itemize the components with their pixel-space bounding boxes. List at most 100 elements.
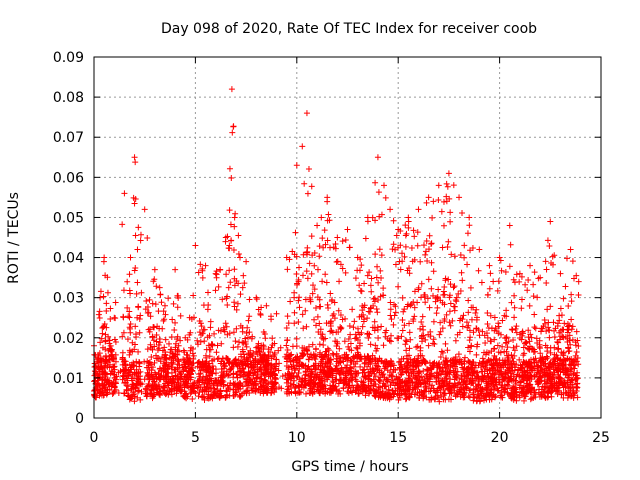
data-point [537,374,544,381]
data-point [260,370,267,377]
data-point [172,319,179,326]
data-point [109,356,116,363]
data-point [543,280,550,287]
data-point [204,306,211,313]
data-point [489,394,496,401]
data-point-peak [486,262,493,269]
data-point [518,296,525,303]
data-point [470,329,477,336]
data-point [543,371,550,378]
data-point [249,333,256,340]
data-point [165,379,172,386]
data-point [164,373,171,380]
data-point [451,303,458,310]
data-point-peak [374,154,381,161]
data-point [388,316,395,323]
data-point [513,329,520,336]
data-point-peak [415,206,422,213]
data-point [351,318,358,325]
data-point [180,367,187,374]
data-point [119,221,126,228]
data-point-peak [405,214,412,221]
data-point [411,313,418,320]
data-point [422,299,429,306]
data-point [428,396,435,403]
data-point [524,287,531,294]
data-point [468,343,475,350]
data-point [390,391,397,398]
data-point [310,351,317,358]
data-point [399,250,406,257]
data-point [562,357,569,364]
data-point-peak [228,86,235,93]
data-point [96,350,103,357]
data-point [309,282,316,289]
data-point-peak [111,314,118,321]
data-point [316,390,323,397]
x-tick-label: 5 [191,430,200,446]
data-point [246,389,253,396]
data-point [127,320,134,327]
data-point [305,343,312,350]
data-point [168,380,175,387]
data-point [396,258,403,265]
data-point [119,372,126,379]
data-point [464,261,471,268]
data-point [269,363,276,370]
y-tick-label: 0.03 [53,291,84,307]
data-point [482,364,489,371]
data-point [544,354,551,361]
data-point [237,382,244,389]
data-point [237,392,244,399]
data-point [334,258,341,265]
data-point [503,348,510,355]
data-point [420,242,427,249]
data-point [510,336,517,343]
data-point [499,317,506,324]
data-point [345,335,352,342]
data-point [208,369,215,376]
data-point [226,165,233,172]
x-tick-label: 15 [389,430,407,446]
data-point [252,388,259,395]
data-point [236,368,243,375]
data-point [372,217,379,224]
data-point [245,350,252,357]
data-point [341,338,348,345]
data-point [136,329,143,336]
data-point [102,272,109,279]
data-point [516,278,523,285]
data-point [551,333,558,340]
data-point [441,301,448,308]
data-point [457,252,464,259]
data-point [155,382,162,389]
data-point [357,353,364,360]
data-point [175,342,182,349]
data-point [278,385,285,392]
data-point [279,373,286,380]
data-point [546,334,553,341]
data-point [284,346,291,353]
data-point [172,372,179,379]
data-point [573,348,580,355]
data-point [537,391,544,398]
data-point [99,330,106,337]
data-point [428,285,435,292]
data-point [455,351,462,358]
data-point [466,327,473,334]
data-point [157,291,164,298]
data-point [225,284,232,291]
data-point [423,237,430,244]
data-point [320,342,327,349]
data-point [443,311,450,318]
data-point [358,262,365,269]
data-point [154,323,161,330]
data-point [96,358,103,365]
data-point [426,232,433,239]
data-point [491,336,498,343]
data-point [567,341,574,348]
data-point [534,381,541,388]
data-point [460,368,467,375]
data-point [151,343,158,350]
